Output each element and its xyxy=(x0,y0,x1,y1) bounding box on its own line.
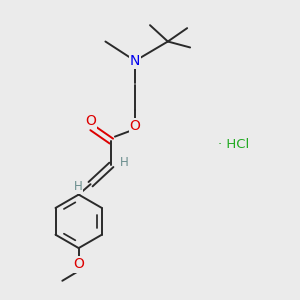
Text: · HCl: · HCl xyxy=(218,138,249,151)
Text: O: O xyxy=(130,118,141,133)
Text: H: H xyxy=(119,156,128,169)
Text: O: O xyxy=(85,114,96,128)
Text: O: O xyxy=(73,257,84,272)
Text: N: N xyxy=(130,54,140,68)
Text: H: H xyxy=(74,180,82,193)
